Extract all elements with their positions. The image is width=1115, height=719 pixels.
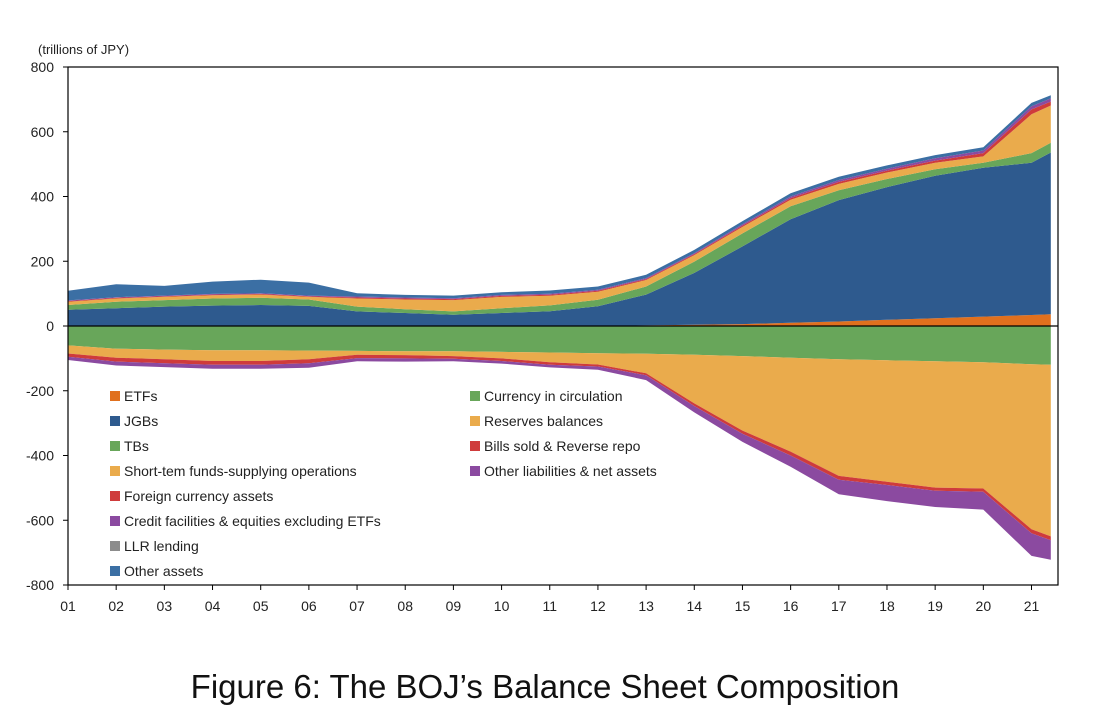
x-tick-label: 08 — [397, 598, 413, 614]
liability-area-reserves-balances — [68, 345, 1051, 537]
asset-legend-swatch-foreign-currency-assets — [110, 491, 120, 501]
liability-legend-label-other-liabilities-net-assets: Other liabilities & net assets — [484, 463, 657, 479]
x-tick-label: 02 — [108, 598, 124, 614]
x-tick-label: 09 — [446, 598, 462, 614]
liability-area-currency-in-circulation — [68, 326, 1051, 365]
asset-legend-label-tbs: TBs — [124, 438, 149, 454]
x-tick-label: 10 — [494, 598, 510, 614]
asset-legend-swatch-credit-facilities-equities-excluding-etfs — [110, 516, 120, 526]
x-tick-label: 05 — [253, 598, 269, 614]
asset-legend-label-other-assets: Other assets — [124, 563, 203, 579]
x-tick-label: 11 — [542, 598, 557, 614]
x-tick-label: 06 — [301, 598, 317, 614]
y-tick-label: 200 — [31, 253, 55, 269]
x-tick-label: 16 — [783, 598, 799, 614]
asset-legend-swatch-jgbs — [110, 416, 120, 426]
asset-legend-label-short-tem-funds-supplying-operations: Short-tem funds-supplying operations — [124, 463, 357, 479]
y-tick-label: -400 — [26, 448, 54, 464]
figure-caption: Figure 6: The BOJ’s Balance Sheet Compos… — [190, 668, 900, 705]
liability-legend-swatch-reserves-balances — [470, 416, 480, 426]
asset-legend-swatch-llr-lending — [110, 541, 120, 551]
liability-legend-swatch-other-liabilities-net-assets — [470, 466, 480, 476]
x-tick-label: 12 — [590, 598, 606, 614]
y-tick-label: 800 — [31, 59, 55, 75]
x-tick-label: 13 — [638, 598, 654, 614]
x-tick-label: 19 — [927, 598, 943, 614]
y-tick-label: -200 — [26, 383, 54, 399]
y-tick-label: 600 — [31, 124, 55, 140]
x-tick-label: 01 — [60, 598, 76, 614]
liability-legend-label-bills-sold-reverse-repo: Bills sold & Reverse repo — [484, 438, 641, 454]
x-tick-label: 17 — [831, 598, 847, 614]
area-layers — [68, 95, 1051, 560]
axes: 800 600 400 200 0 -200 -400 -600 -800 01 02 03 04 05 0… — [26, 59, 1059, 614]
asset-legend-label-etfs: ETFs — [124, 388, 157, 404]
x-tick-label: 07 — [349, 598, 365, 614]
asset-legend-swatch-other-assets — [110, 566, 120, 576]
asset-area-etfs — [68, 314, 1051, 326]
asset-legend-swatch-tbs — [110, 441, 120, 451]
y-tick-label: 0 — [46, 318, 54, 334]
y-tick-label: 400 — [31, 189, 55, 205]
asset-legend-label-jgbs: JGBs — [124, 413, 158, 429]
y-tick-label: -800 — [26, 577, 54, 593]
x-tick-label: 18 — [879, 598, 895, 614]
x-tick-label: 03 — [157, 598, 173, 614]
asset-legend-label-credit-facilities-equities-excluding-etfs: Credit facilities & equities excluding E… — [124, 513, 381, 529]
x-tick-label: 15 — [735, 598, 751, 614]
x-tick-label: 20 — [976, 598, 992, 614]
asset-legend-swatch-etfs — [110, 391, 120, 401]
liability-legend-swatch-bills-sold-reverse-repo — [470, 441, 480, 451]
x-tick-label: 04 — [205, 598, 221, 614]
x-tick-label: 21 — [1024, 598, 1040, 614]
unit-label: (trillions of JPY) — [38, 42, 129, 57]
asset-legend-label-llr-lending: LLR lending — [124, 538, 199, 554]
y-tick-label: -600 — [26, 512, 54, 528]
asset-legend-swatch-short-tem-funds-supplying-operations — [110, 466, 120, 476]
boj-balance-sheet-chart: (trillions of JPY) 800 600 400 200 0 -200 -400… — [26, 42, 1059, 614]
x-tick-label: 14 — [686, 598, 702, 614]
liability-legend-label-reserves-balances: Reserves balances — [484, 413, 603, 429]
legend: ETFs JGBs TBs Short-tem funds-supplying ope… — [110, 388, 657, 579]
asset-legend-label-foreign-currency-assets: Foreign currency assets — [124, 488, 273, 504]
liability-legend-label-currency-in-circulation: Currency in circulation — [484, 388, 623, 404]
liability-legend-swatch-currency-in-circulation — [470, 391, 480, 401]
asset-area-jgbs — [68, 152, 1051, 326]
